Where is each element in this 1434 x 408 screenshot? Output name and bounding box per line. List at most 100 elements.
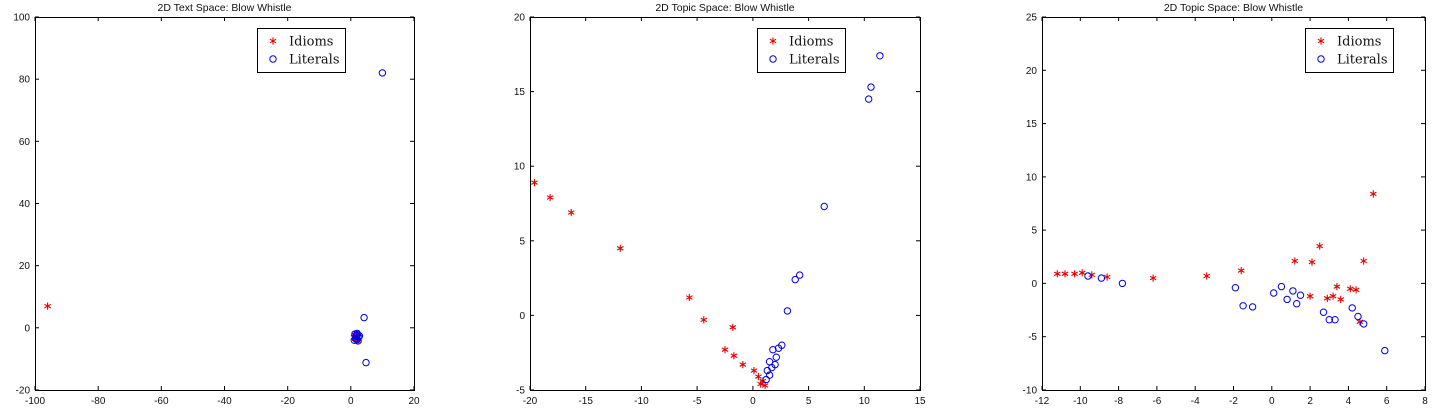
x-tick-label: -20 (280, 396, 295, 407)
topic-space-chart-1: 2D Topic Space: Blow Whistle -20 -15 -10 -5 0… (478, 0, 956, 408)
legend-label: Literals (1337, 53, 1388, 68)
text-space-chart: 2D Text Space: Blow Whistle -100 -80 -60 -40… (0, 0, 478, 408)
data-point-asterisk (44, 302, 52, 310)
data-point-circle (772, 353, 780, 361)
data-point-asterisk (1360, 257, 1368, 265)
x-tick-label: -10 (1073, 396, 1088, 407)
data-point-circle (1239, 302, 1247, 310)
x-tick-label: -12 (1035, 396, 1050, 407)
x-tick-label: 20 (408, 396, 420, 407)
data-point-asterisk (1316, 242, 1324, 250)
data-point-circle (1270, 289, 1278, 297)
legend-box (757, 28, 846, 73)
data-point-asterisk (1337, 295, 1345, 303)
chart-title: 2D Text Space: Blow Whistle (157, 2, 291, 14)
legend-label: Idioms (1337, 35, 1381, 50)
data-point-asterisk (721, 346, 729, 354)
data-point-circle (778, 341, 786, 349)
data-point-asterisk (730, 352, 738, 360)
legend-label: Idioms (789, 35, 833, 50)
x-tick-label: -15 (578, 396, 593, 407)
data-point-circle (1248, 303, 1257, 311)
data-point-asterisk (700, 316, 708, 324)
legend-label: Literals (289, 53, 340, 68)
legend-label: Idioms (289, 35, 333, 50)
data-point-circle (1331, 316, 1339, 324)
x-tick-label: 8 (1422, 396, 1428, 407)
data-point-circle (1277, 282, 1286, 291)
data-point-asterisk (546, 193, 554, 202)
data-point-circle (1118, 279, 1127, 288)
legend-box (257, 28, 346, 73)
x-tick-label: 4 (1346, 396, 1352, 407)
x-tick-label: 10 (859, 396, 871, 407)
x-tick-label: 6 (1384, 396, 1390, 407)
data-point-circle (1296, 291, 1305, 299)
chart-title: 2D Topic Space: Blow Whistle (1164, 2, 1303, 14)
data-point-circle (791, 275, 799, 284)
topic-space-chart-2: 2D Topic Space: Blow Whistle -12 -10 -8 -6 -4… (956, 0, 1434, 408)
y-tick-label: 10 (514, 162, 526, 173)
x-tick-label: -6 (1152, 396, 1161, 407)
data-point-asterisk (1306, 292, 1314, 300)
data-point-asterisk (1053, 270, 1061, 278)
data-point-circle (1317, 55, 1325, 63)
data-point-circle (362, 358, 370, 367)
data-point-circle (1293, 300, 1301, 308)
y-tick-label: 80 (19, 75, 31, 86)
data-point-circle (378, 69, 387, 77)
data-point-asterisk (1088, 271, 1096, 279)
data-point-asterisk (1237, 267, 1245, 275)
data-point-circle (360, 313, 368, 322)
data-point-asterisk (531, 179, 538, 187)
y-tick-label: 60 (19, 137, 31, 148)
y-tick-label: 0 (1031, 279, 1037, 290)
data-point-asterisk (750, 367, 758, 375)
data-point-circle (820, 202, 828, 211)
y-tick-label: -5 (1028, 332, 1037, 343)
x-tick-label: -5 (693, 396, 702, 407)
y-tick-label: 5 (519, 236, 525, 247)
data-point-circle (1231, 284, 1240, 292)
x-tick-label: 0 (750, 396, 756, 407)
y-tick-label: 20 (514, 13, 526, 24)
data-point-circle (1289, 287, 1297, 295)
y-tick-label: 20 (19, 261, 31, 272)
data-point-circle (765, 358, 774, 366)
x-tick-label: -10 (634, 396, 649, 407)
data-point-asterisk (1203, 272, 1211, 280)
y-tick-label: 0 (24, 323, 30, 334)
data-point-asterisk (1291, 257, 1299, 265)
data-point-asterisk (729, 323, 737, 331)
data-point-asterisk (739, 361, 747, 369)
x-tick-label: 2 (1307, 396, 1313, 407)
x-tick-label: -2 (1229, 396, 1238, 407)
data-point-circle (783, 307, 792, 315)
data-point-circle (1360, 320, 1368, 328)
data-point-circle (1325, 316, 1333, 324)
x-tick-label: -40 (217, 396, 232, 407)
data-point-asterisk (1352, 286, 1360, 294)
data-point-asterisk (769, 37, 777, 45)
data-point-asterisk (757, 380, 765, 388)
legend-box (1305, 28, 1394, 73)
data-point-asterisk (1317, 37, 1325, 45)
data-point-asterisk (1078, 269, 1086, 277)
data-point-asterisk (1329, 292, 1337, 300)
data-point-circle (355, 332, 364, 340)
data-point-circle (867, 83, 875, 91)
data-point-circle (796, 271, 804, 279)
data-point-circle (269, 55, 277, 63)
data-point-circle (1354, 312, 1362, 321)
data-point-asterisk (1369, 190, 1377, 198)
data-point-circle (1097, 274, 1106, 282)
y-tick-label: 5 (1031, 226, 1037, 237)
data-point-circle (765, 371, 774, 379)
x-tick-label: -4 (1191, 396, 1200, 407)
data-point-asterisk (755, 373, 762, 381)
y-tick-label: -5 (516, 386, 525, 397)
x-tick-label: -8 (1114, 396, 1123, 407)
data-point-asterisk (1061, 270, 1069, 278)
data-point-circle (1283, 295, 1291, 304)
